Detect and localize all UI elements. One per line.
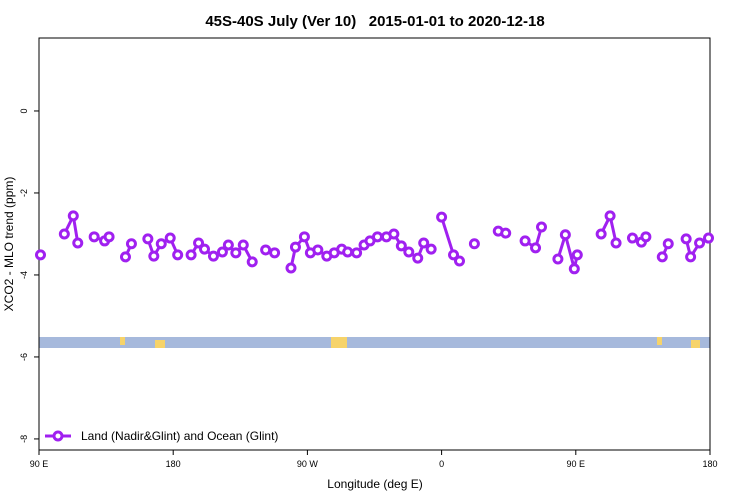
point bbox=[412, 252, 424, 264]
point bbox=[685, 251, 697, 263]
point bbox=[418, 237, 430, 249]
legend-marker bbox=[52, 430, 64, 442]
point bbox=[237, 239, 249, 251]
x-tick-label: 180 bbox=[702, 459, 717, 469]
x-tick-label: 90 E bbox=[30, 459, 49, 469]
point bbox=[395, 240, 407, 252]
plot-frame bbox=[38, 37, 711, 451]
point bbox=[703, 232, 715, 244]
y-tick-label: 0 bbox=[19, 108, 29, 113]
point bbox=[199, 243, 211, 255]
point bbox=[230, 247, 242, 259]
point bbox=[536, 221, 548, 233]
point bbox=[342, 246, 354, 258]
point bbox=[662, 238, 674, 250]
land-patch bbox=[155, 340, 165, 348]
chart-title: 45S-40S July (Ver 10) 2015-01-01 to 2020… bbox=[205, 13, 544, 30]
x-tick-label: 90 W bbox=[297, 459, 319, 469]
point bbox=[125, 238, 137, 250]
point bbox=[148, 250, 160, 262]
point bbox=[185, 249, 197, 261]
point bbox=[155, 238, 167, 250]
y-tick-label: -8 bbox=[19, 435, 29, 443]
point bbox=[285, 262, 297, 274]
point bbox=[103, 231, 115, 243]
point bbox=[519, 235, 531, 247]
land-patch bbox=[120, 337, 125, 345]
point bbox=[552, 253, 564, 265]
land-patch bbox=[657, 337, 662, 345]
point bbox=[312, 244, 324, 256]
point bbox=[142, 233, 154, 245]
point bbox=[388, 228, 400, 240]
point bbox=[72, 237, 84, 249]
point bbox=[260, 244, 272, 256]
x-tick-label: 0 bbox=[439, 459, 444, 469]
y-tick-label: -2 bbox=[19, 189, 29, 197]
point bbox=[371, 231, 383, 243]
point bbox=[289, 241, 301, 253]
point bbox=[610, 237, 622, 249]
land-patch bbox=[691, 340, 700, 348]
point bbox=[246, 256, 258, 268]
point bbox=[172, 249, 184, 261]
land-patch bbox=[331, 337, 347, 348]
point bbox=[298, 231, 310, 243]
point bbox=[403, 246, 415, 258]
point bbox=[571, 249, 583, 261]
point bbox=[500, 227, 512, 239]
point bbox=[88, 231, 100, 243]
point bbox=[595, 228, 607, 240]
point bbox=[193, 237, 205, 249]
x-tick-label: 180 bbox=[166, 459, 181, 469]
x-axis-label: Longitude (deg E) bbox=[327, 477, 422, 491]
point bbox=[640, 231, 652, 243]
surface-strip bbox=[39, 337, 710, 348]
point bbox=[34, 249, 46, 261]
point bbox=[269, 247, 281, 259]
point bbox=[656, 251, 668, 263]
ocean-strip bbox=[39, 337, 710, 348]
point bbox=[119, 251, 131, 263]
point bbox=[626, 232, 638, 244]
y-tick-label: -6 bbox=[19, 353, 29, 361]
point bbox=[58, 228, 70, 240]
point bbox=[448, 249, 460, 261]
y-tick-label: -4 bbox=[19, 271, 29, 279]
point bbox=[436, 211, 448, 223]
point bbox=[604, 210, 616, 222]
point bbox=[559, 229, 571, 241]
point bbox=[530, 242, 542, 254]
point bbox=[425, 243, 437, 255]
legend-label: Land (Nadir&Glint) and Ocean (Glint) bbox=[81, 429, 278, 443]
point bbox=[164, 232, 176, 244]
point bbox=[680, 233, 692, 245]
point bbox=[568, 263, 580, 275]
y-axis-label: XCO2 - MLO trend (ppm) bbox=[2, 177, 16, 312]
point bbox=[453, 255, 465, 267]
point bbox=[67, 210, 79, 222]
point bbox=[222, 239, 234, 251]
point bbox=[468, 238, 480, 250]
point bbox=[216, 246, 228, 258]
point bbox=[694, 237, 706, 249]
point bbox=[207, 250, 219, 262]
x-tick-label: 90 E bbox=[567, 459, 586, 469]
point bbox=[351, 247, 363, 259]
